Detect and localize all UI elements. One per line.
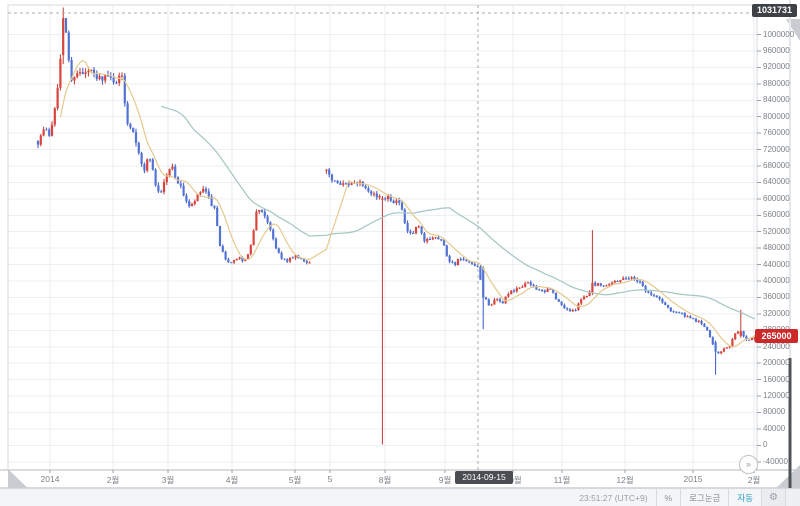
last-price-badge: 265000 <box>755 329 798 344</box>
gear-icon[interactable]: ⚙ <box>761 489 785 506</box>
crosshair <box>8 5 751 470</box>
ma-short-line <box>59 60 756 348</box>
clock-label: 23:51:27 (UTC+9) <box>579 492 648 503</box>
crosshair-price-badge: 1031731 <box>752 4 797 17</box>
log-scale-button[interactable]: 로그눈금 <box>680 489 728 506</box>
fold-bottom-right[interactable] <box>772 465 800 492</box>
axes <box>0 4 800 488</box>
ma-long-line <box>161 105 756 320</box>
candles-series <box>36 7 756 445</box>
status-bar-spacer <box>785 489 800 506</box>
jump-to-latest-button[interactable]: » <box>739 455 758 474</box>
fold-top-right[interactable] <box>786 19 800 41</box>
auto-scale-button[interactable]: 자동 <box>728 489 761 506</box>
percent-scale-button[interactable]: % <box>655 489 681 506</box>
crosshair-date-badge: 2014-09-15 <box>455 471 513 484</box>
status-bar: 23:51:27 (UTC+9) % 로그눈금 자동 ⚙ <box>0 488 800 506</box>
